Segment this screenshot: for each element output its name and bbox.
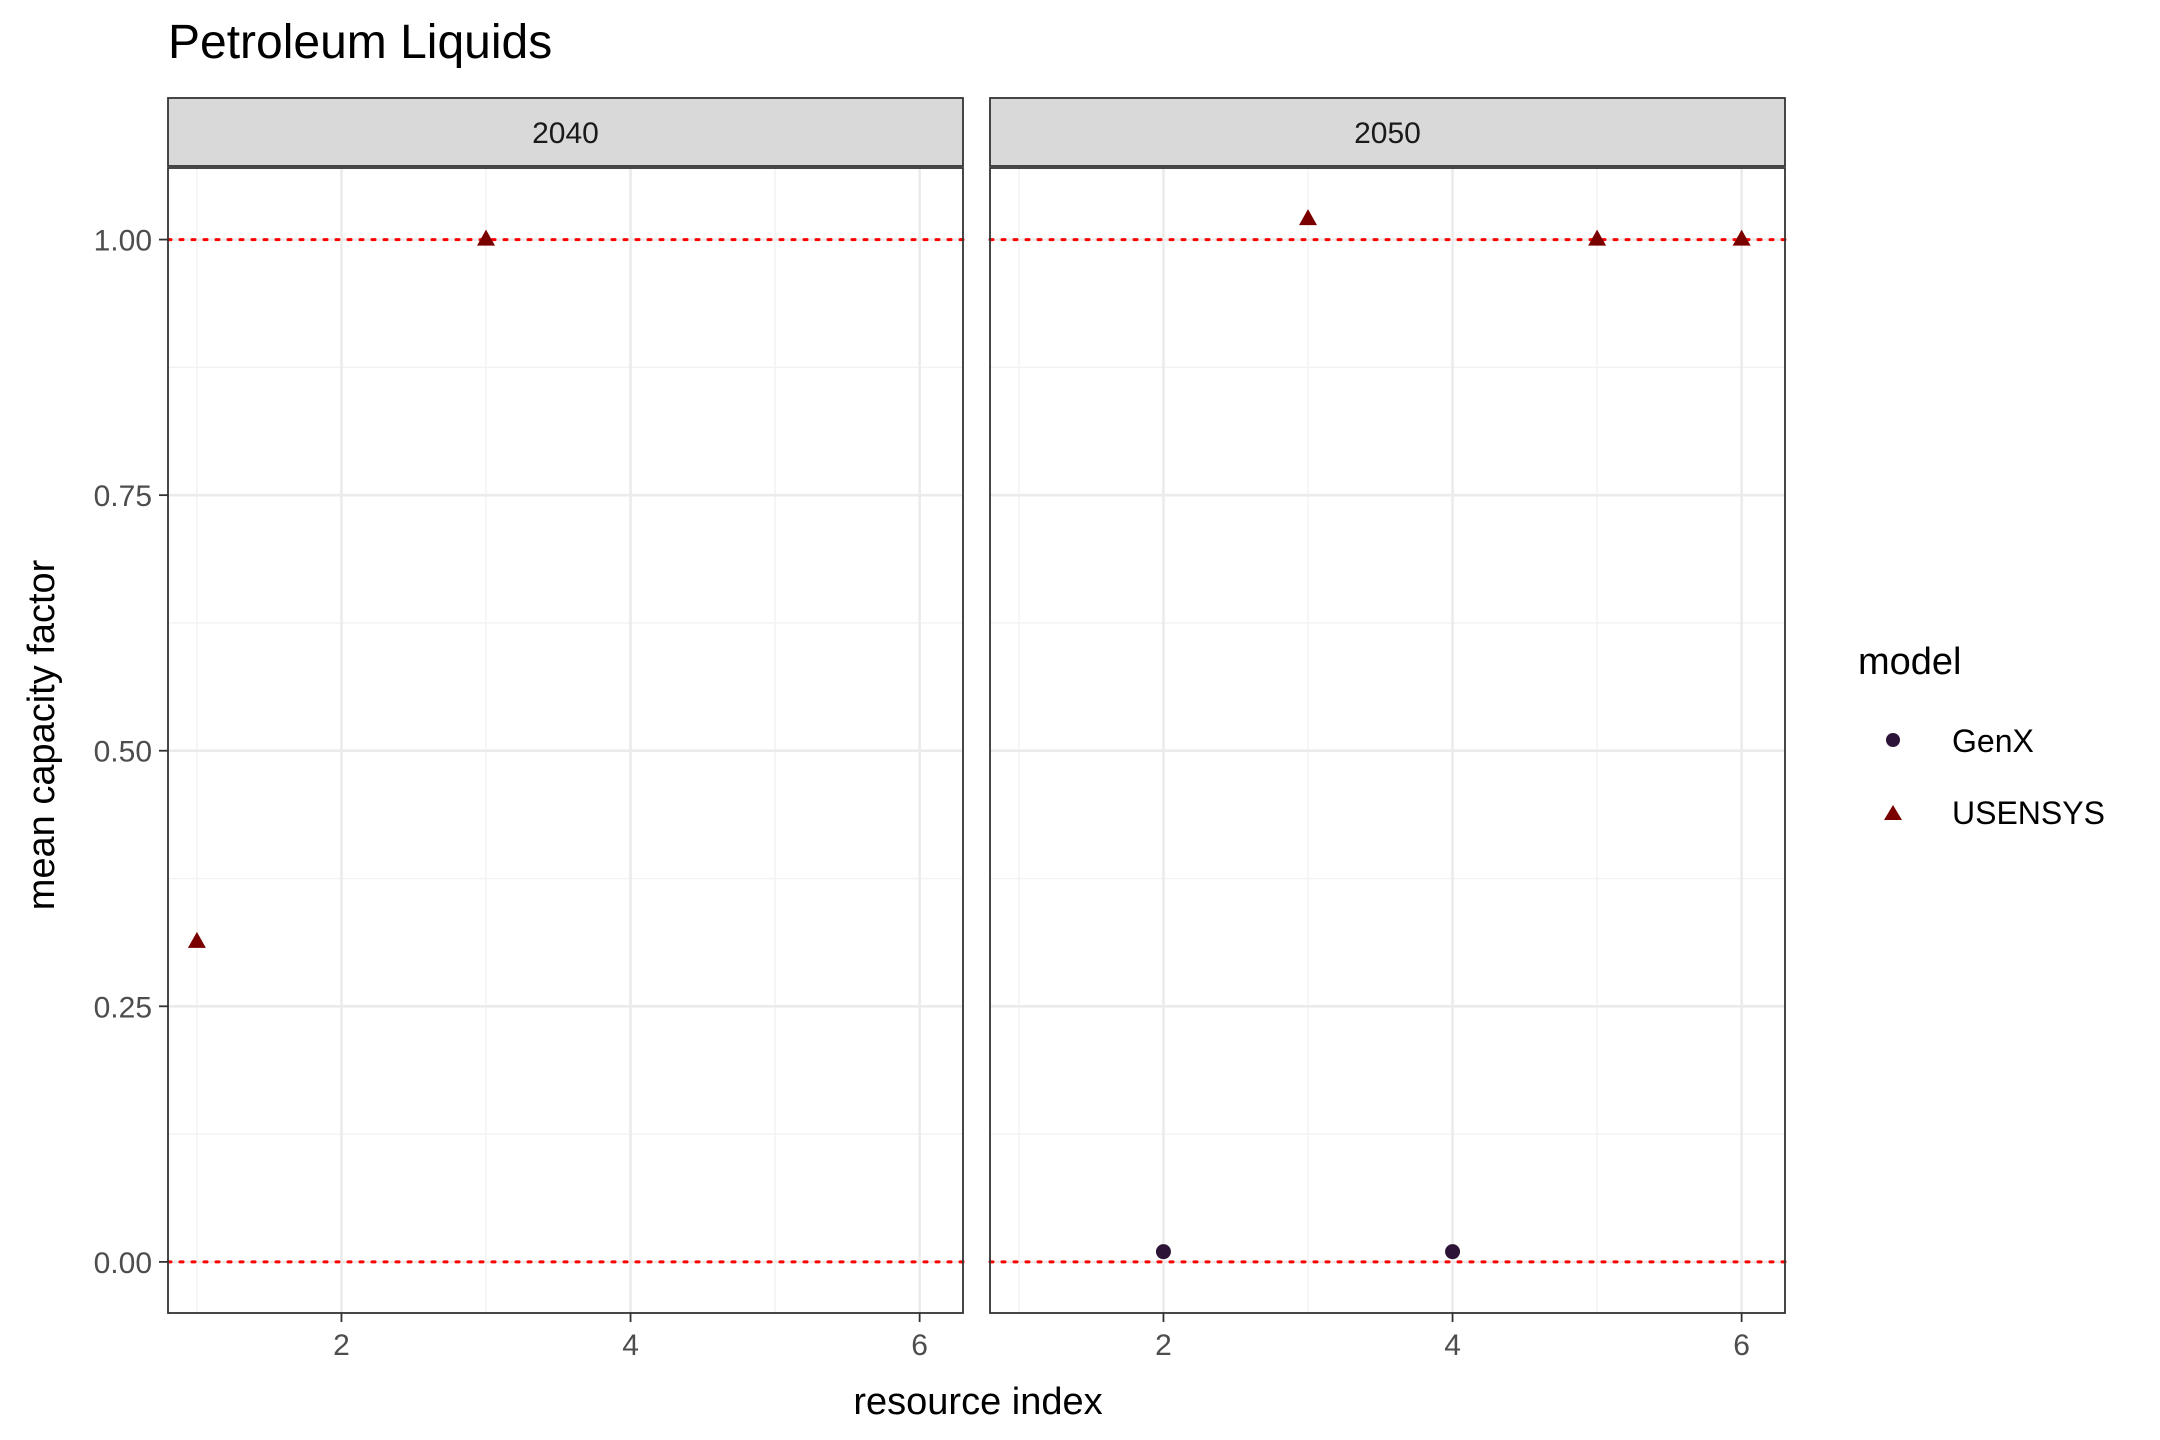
facet-panel-2040: 2040 2 4 6 (166, 97, 965, 1362)
y-tick-label: 0.00 (94, 1247, 152, 1280)
data-point-usensys (187, 931, 206, 948)
data-point-usensys (1588, 229, 1607, 246)
data-point-genx (1445, 1244, 1461, 1260)
x-tick-label: 6 (911, 1329, 928, 1362)
panel-border (167, 167, 964, 1314)
x-axis-label: resource index (853, 1381, 1102, 1423)
y-axis: 0.00 0.25 0.50 0.75 1.00 (94, 225, 168, 1280)
data-point-usensys (1732, 229, 1751, 246)
x-tick-label: 6 (1733, 1329, 1750, 1362)
panel-border (989, 167, 1786, 1314)
chart-title: Petroleum Liquids (168, 16, 552, 69)
facet-panels: 2040 2 4 6 2050 2 4 6 (166, 97, 1787, 1362)
x-tick-label: 2 (333, 1329, 350, 1362)
x-tick-label: 4 (1444, 1329, 1461, 1362)
panel-background (168, 168, 963, 1313)
y-tick-label: 0.50 (94, 736, 152, 769)
x-tick-label: 2 (1155, 1329, 1172, 1362)
y-tick-label: 0.25 (94, 991, 152, 1024)
y-tick-label: 0.75 (94, 480, 152, 513)
facet-strip (989, 97, 1786, 167)
y-axis-label: mean capacity factor (21, 559, 63, 910)
facet-panel-2050: 2050 2 4 6 (988, 97, 1787, 1362)
y-tick-label: 1.00 (94, 225, 152, 258)
panel-background (990, 168, 1785, 1313)
facet-strip-label: 2040 (532, 117, 599, 150)
facet-strip (167, 97, 964, 167)
data-point-usensys (1299, 209, 1317, 226)
data-point-genx (1155, 1244, 1171, 1260)
legend-label-usensys: USENSYS (1952, 795, 2105, 831)
data-point-usensys (477, 229, 495, 246)
legend-label-genx: GenX (1952, 723, 2034, 759)
legend-title: model (1858, 641, 1962, 683)
legend-key-usensys (1884, 805, 1902, 820)
legend: model GenX USENSYS (1858, 641, 2105, 831)
legend-key-genx (1886, 733, 1900, 747)
x-tick-label: 4 (622, 1329, 639, 1362)
facet-strip-label: 2050 (1354, 117, 1421, 150)
